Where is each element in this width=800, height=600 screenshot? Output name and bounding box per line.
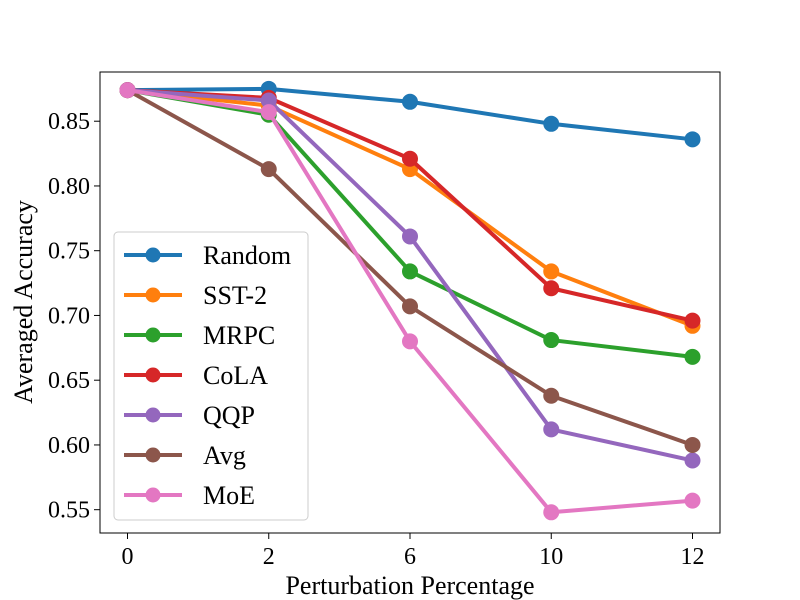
legend-label: MoE (203, 481, 255, 510)
data-point-qqp (684, 452, 701, 469)
legend-marker (145, 327, 161, 343)
data-point-random (543, 115, 560, 132)
data-point-sst-2 (543, 263, 560, 280)
data-point-qqp (402, 228, 418, 245)
legend-label: MRPC (203, 321, 275, 350)
data-point-avg (543, 387, 560, 404)
x-axis: 0 2 6 10 12 (122, 533, 705, 570)
legend-item: MoE (124, 481, 255, 510)
x-tick-label: 12 (681, 544, 705, 570)
data-point-random (402, 93, 418, 110)
y-tick-label: 0.55 (48, 498, 90, 524)
data-point-qqp (543, 421, 560, 438)
y-tick-label: 0.75 (48, 239, 90, 265)
data-point-mrpc (684, 348, 701, 365)
x-tick-label: 10 (539, 544, 563, 570)
data-point-avg (402, 298, 418, 315)
legend-label: QQP (203, 401, 255, 430)
legend-label: SST-2 (203, 281, 267, 310)
legend-item: QQP (124, 401, 255, 430)
legend: Random SST-2 MRPC CoLA QQP Avg MoE (113, 231, 309, 521)
series-qqp (119, 82, 701, 469)
x-axis-title: Perturbation Percentage (285, 571, 534, 600)
series-layer (119, 80, 701, 521)
data-point-moe (402, 333, 418, 350)
data-point-moe (119, 82, 136, 99)
legend-item: SST-2 (124, 281, 267, 310)
data-point-cola (684, 312, 701, 329)
data-point-mrpc (543, 332, 560, 349)
data-point-mrpc (402, 263, 418, 280)
y-tick-label: 0.80 (48, 174, 90, 200)
y-axis-title: Averaged Accuracy (9, 200, 38, 404)
y-tick-label: 0.60 (48, 433, 90, 459)
y-tick-label: 0.65 (48, 368, 90, 394)
legend-item: Random (124, 241, 291, 270)
y-tick-label: 0.70 (48, 303, 90, 329)
x-tick-label: 2 (263, 544, 275, 570)
data-point-random (684, 131, 701, 148)
data-point-moe (684, 492, 701, 509)
data-point-avg (684, 436, 701, 453)
legend-marker (145, 487, 161, 503)
data-point-moe (260, 104, 277, 121)
series-moe (119, 82, 701, 521)
x-tick-label: 6 (404, 544, 416, 570)
y-tick-label: 0.85 (48, 109, 90, 135)
legend-marker (145, 447, 161, 463)
x-tick-label: 0 (122, 544, 134, 570)
legend-item: MRPC (124, 321, 275, 350)
legend-label: CoLA (203, 361, 268, 390)
legend-label: Random (203, 241, 291, 270)
data-point-moe (543, 504, 560, 521)
legend-item: CoLA (124, 361, 268, 390)
legend-box (113, 231, 309, 521)
legend-label: Avg (203, 441, 246, 470)
data-point-avg (260, 161, 277, 178)
data-point-cola (402, 150, 418, 167)
series-random (119, 80, 701, 148)
data-point-cola (543, 280, 560, 297)
legend-marker (145, 247, 161, 263)
legend-marker (145, 287, 161, 303)
legend-marker (145, 407, 161, 423)
legend-marker (145, 367, 161, 383)
y-axis: 0.55 0.60 0.65 0.70 0.75 0.80 0.85 (48, 109, 100, 524)
legend-item: Avg (124, 441, 246, 470)
